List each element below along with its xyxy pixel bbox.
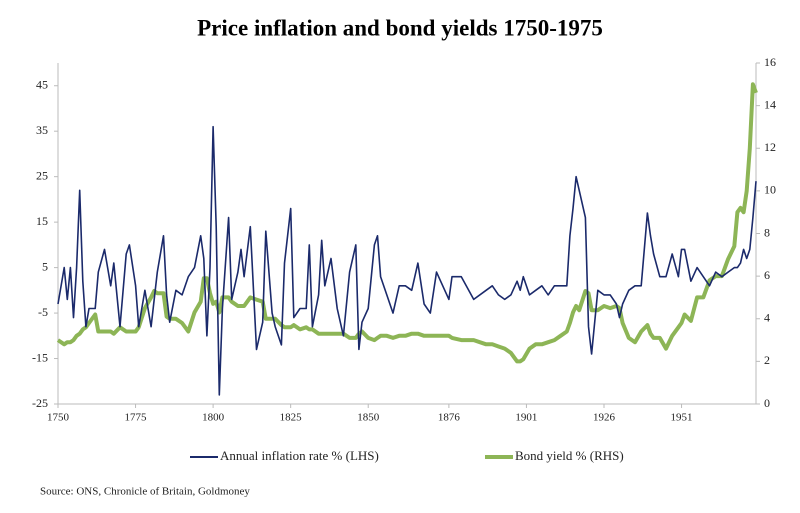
y2-tick-label: 12: [764, 140, 776, 154]
y2-tick-label: 0: [764, 396, 770, 410]
x-tick-label: 1850: [357, 412, 380, 424]
y2-tick-label: 2: [764, 353, 770, 367]
y-tick-label: 15: [36, 214, 48, 228]
y2-tick-label: 8: [764, 225, 770, 239]
y2-tick-label: 16: [764, 55, 776, 69]
y-tick-label: -25: [32, 396, 48, 410]
y-tick-label: 45: [36, 77, 48, 91]
x-tick-label: 1951: [671, 412, 693, 424]
y-tick-label: 25: [36, 168, 48, 182]
y2-tick-label: 4: [764, 311, 770, 325]
y2-tick-label: 10: [764, 183, 776, 197]
series-line: [57, 125, 757, 396]
x-tick-label: 1926: [593, 412, 616, 424]
y-tick-label: -15: [32, 350, 48, 364]
y-tick-label: -5: [38, 305, 48, 319]
y2-tick-label: 6: [764, 268, 770, 282]
chart-title: Price inflation and bond yields 1750-197…: [197, 15, 603, 40]
y-tick-label: 35: [36, 123, 48, 137]
x-tick-label: 1775: [125, 412, 148, 424]
series-line: [56, 82, 758, 364]
x-tick-label: 1901: [515, 412, 537, 424]
x-tick-label: 1750: [47, 412, 70, 424]
x-tick-label: 1800: [202, 412, 225, 424]
legend-label: Bond yield % (RHS): [515, 448, 624, 463]
y2-tick-label: 14: [764, 97, 776, 111]
legend-label: Annual inflation rate % (LHS): [220, 448, 379, 463]
y-tick-label: 5: [42, 259, 48, 273]
source-note: Source: ONS, Chronicle of Britain, Goldm…: [40, 486, 250, 498]
x-tick-label: 1876: [438, 412, 461, 424]
x-tick-label: 1825: [280, 412, 303, 424]
